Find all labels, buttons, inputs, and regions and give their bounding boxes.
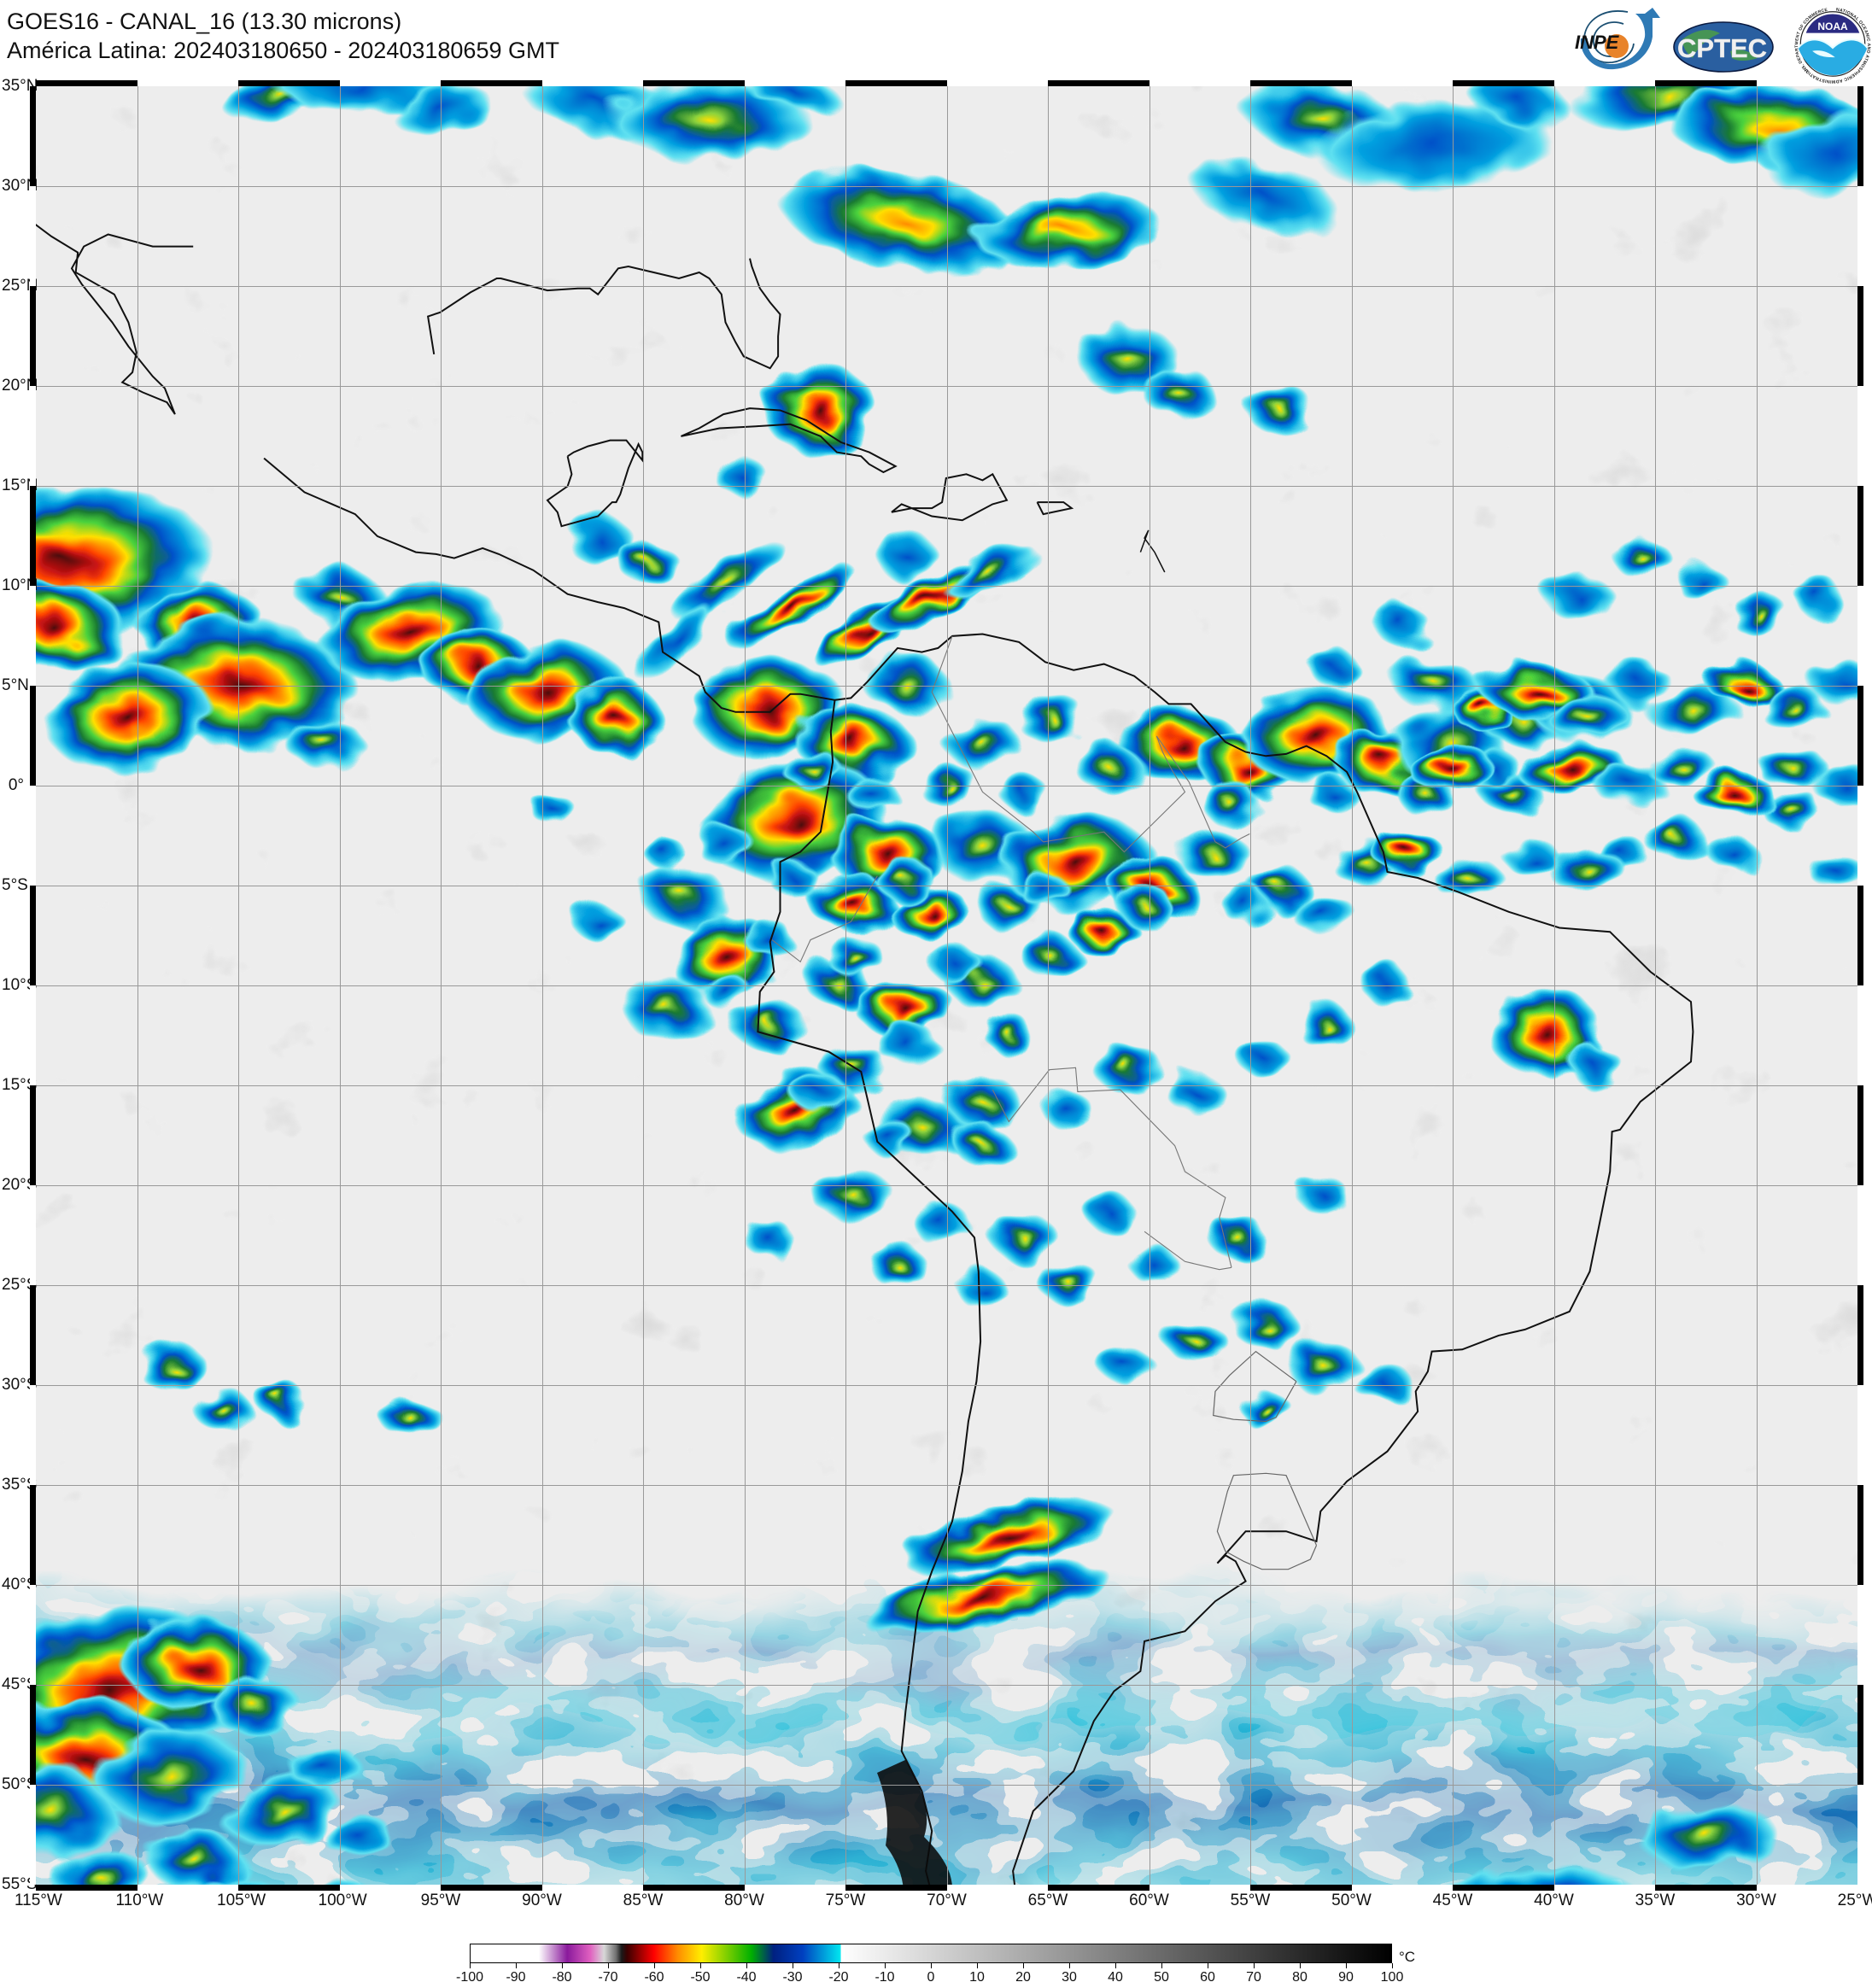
svg-text:NOAA: NOAA — [1817, 20, 1848, 32]
svg-text:INPE: INPE — [1575, 32, 1620, 53]
svg-text:CPTEC: CPTEC — [1677, 33, 1767, 63]
